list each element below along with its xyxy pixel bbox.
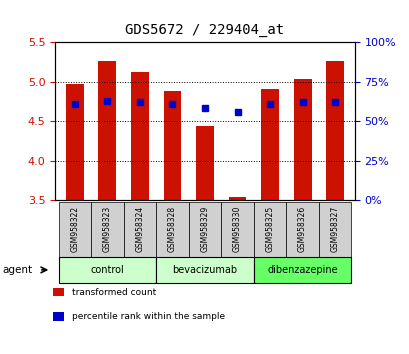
Text: transformed count: transformed count (72, 287, 155, 297)
Text: GSM958322: GSM958322 (70, 206, 79, 252)
Bar (163, 91, 181, 200)
Text: control: control (90, 265, 124, 275)
Bar (66, 84, 83, 200)
Bar (228, 197, 246, 200)
Text: GSM958329: GSM958329 (200, 206, 209, 252)
Text: bevacizumab: bevacizumab (172, 265, 237, 275)
Bar (130, 73, 148, 200)
Text: GSM958324: GSM958324 (135, 206, 144, 252)
Text: GSM958323: GSM958323 (103, 206, 112, 252)
Text: GSM958326: GSM958326 (297, 206, 306, 252)
Text: GDS5672 / 229404_at: GDS5672 / 229404_at (125, 23, 284, 37)
Text: agent: agent (2, 265, 32, 275)
Text: GSM958327: GSM958327 (330, 206, 339, 252)
Text: GSM958328: GSM958328 (168, 206, 177, 252)
Bar (326, 61, 343, 200)
Bar (196, 126, 213, 200)
Text: percentile rank within the sample: percentile rank within the sample (72, 312, 224, 321)
Text: GSM958330: GSM958330 (232, 206, 241, 252)
Bar (261, 89, 279, 200)
Text: dibenzazepine: dibenzazepine (267, 265, 337, 275)
Text: GSM958325: GSM958325 (265, 206, 274, 252)
Bar (98, 61, 116, 200)
Bar (293, 79, 311, 200)
